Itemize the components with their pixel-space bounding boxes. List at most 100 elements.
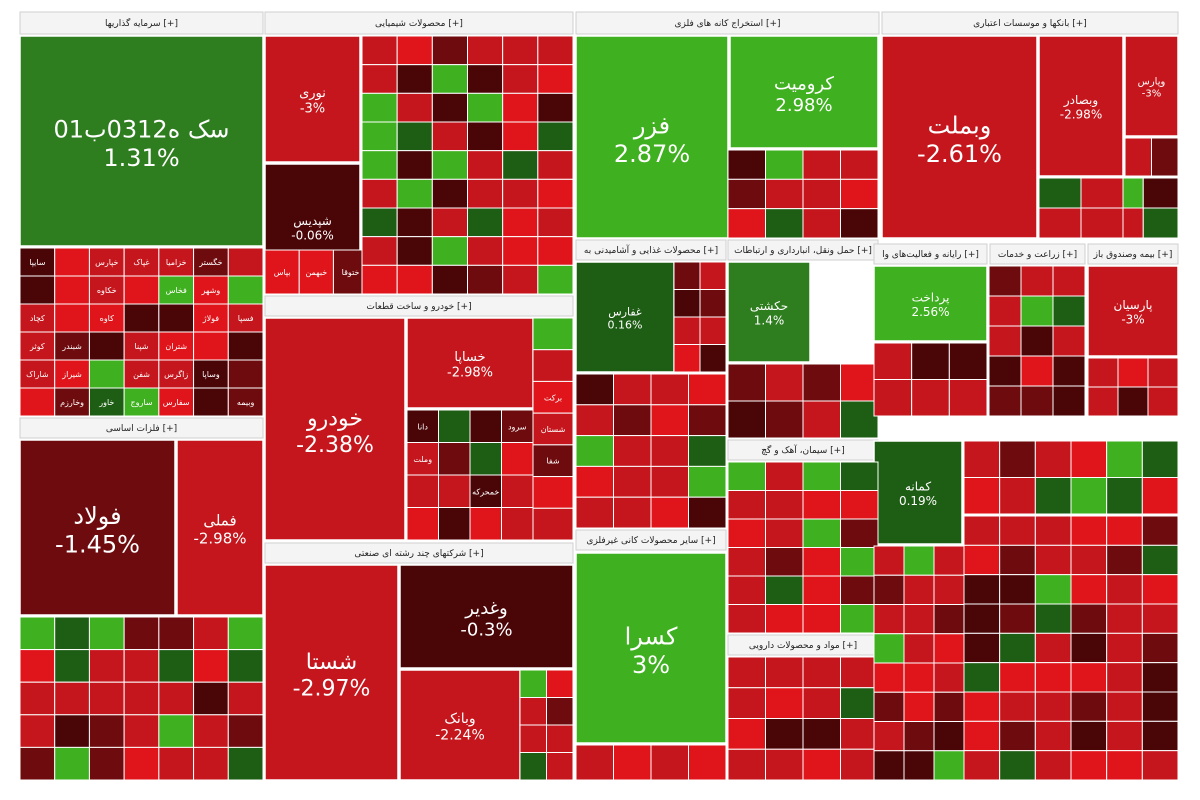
stock-tile-small[interactable] (501, 409, 534, 443)
stock-tile-small[interactable] (963, 603, 1001, 634)
stock-tile-small[interactable] (227, 331, 264, 361)
stock-tile-small[interactable] (963, 544, 1001, 576)
stock-tile-small[interactable] (88, 681, 125, 716)
stock-tile-small[interactable] (903, 604, 935, 635)
stock-tile-small[interactable] (1117, 386, 1149, 417)
stock-tile-small[interactable] (1070, 515, 1108, 546)
stock-tile-small[interactable] (999, 440, 1036, 478)
stock-tile-small[interactable] (840, 547, 879, 577)
stock-tile-small[interactable] (88, 387, 125, 417)
stock-tile-small[interactable] (802, 518, 841, 548)
stock-tile-small[interactable] (54, 387, 90, 417)
stock-tile-small[interactable] (840, 400, 879, 439)
stock-tile-small[interactable] (467, 264, 504, 295)
stock-tile-small[interactable] (1106, 691, 1143, 722)
stock-tile-small[interactable] (688, 373, 727, 406)
stock-tile-small[interactable] (988, 265, 1022, 297)
stock-tile-small[interactable] (873, 662, 905, 693)
sector-header[interactable] (19, 11, 264, 35)
stock-tile-small[interactable] (537, 64, 574, 94)
stock-tile-small[interactable] (650, 465, 689, 498)
stock-tile-small[interactable] (933, 721, 965, 752)
sector-header[interactable] (264, 11, 574, 35)
stock-tile-small[interactable] (54, 649, 90, 683)
stock-tile-small[interactable] (396, 121, 433, 152)
stock-tile-small[interactable] (765, 208, 804, 239)
stock-tile-small[interactable] (727, 718, 766, 750)
stock-tile-small[interactable] (158, 331, 195, 361)
stock-tile-small[interactable] (361, 121, 398, 152)
stock-tile-small[interactable] (1020, 295, 1054, 327)
stock-tile-small[interactable] (933, 604, 965, 635)
stock-tile-small[interactable] (227, 247, 264, 277)
stock-tile-small[interactable] (873, 721, 905, 752)
stock-tile-small[interactable] (1106, 515, 1143, 546)
stock-tile-small[interactable] (532, 412, 574, 446)
stock-tile-small[interactable] (537, 236, 574, 266)
stock-tile-small[interactable] (988, 295, 1022, 327)
stock-tile-small[interactable] (1141, 603, 1179, 634)
stock-tile-small[interactable] (54, 247, 90, 277)
stock-tile-small[interactable] (193, 649, 229, 683)
stock-tile-small[interactable] (802, 547, 841, 577)
stock-tile-small[interactable] (1052, 355, 1086, 387)
stock-tile-small[interactable] (88, 714, 125, 748)
stock-tile-small[interactable] (361, 64, 398, 94)
stock-tile-small[interactable] (963, 515, 1001, 546)
stock-tile-small[interactable] (1141, 750, 1179, 781)
stock-tile[interactable] (575, 35, 729, 239)
stock-tile-small[interactable] (431, 92, 469, 123)
stock-tile-small[interactable] (1141, 691, 1179, 722)
stock-tile-small[interactable] (802, 575, 841, 605)
stock-tile-small[interactable] (999, 750, 1036, 781)
stock-tile-small[interactable] (840, 461, 879, 491)
stock-tile-small[interactable] (933, 574, 965, 605)
stock-tile-small[interactable] (840, 748, 879, 781)
stock-tile-small[interactable] (802, 208, 841, 239)
stock-tile-small[interactable] (361, 35, 398, 66)
stock-tile-small[interactable] (613, 496, 652, 529)
stock-tile-small[interactable] (727, 547, 766, 577)
stock-tile-small[interactable] (911, 379, 950, 417)
stock-tile-small[interactable] (19, 714, 56, 748)
stock-tile-small[interactable] (88, 331, 125, 361)
stock-tile-small[interactable] (873, 379, 913, 417)
stock-tile-small[interactable] (361, 264, 398, 295)
stock-tile-small[interactable] (727, 461, 766, 491)
stock-tile-small[interactable] (158, 387, 195, 417)
stock-tile-small[interactable] (1070, 574, 1108, 605)
stock-tile-small[interactable] (19, 681, 56, 716)
stock-tile-small[interactable] (1034, 544, 1072, 576)
stock-tile[interactable] (1038, 35, 1124, 177)
stock-tile-small[interactable] (431, 64, 469, 94)
stock-tile-small[interactable] (765, 604, 804, 634)
stock-tile-small[interactable] (502, 264, 539, 295)
sector-header[interactable] (19, 417, 264, 439)
stock-tile-small[interactable] (948, 379, 988, 417)
stock-tile-small[interactable] (431, 178, 469, 209)
stock-tile-small[interactable] (54, 275, 90, 305)
stock-tile-small[interactable] (873, 574, 905, 605)
stock-tile-small[interactable] (361, 150, 398, 180)
stock-tile-small[interactable] (193, 681, 229, 716)
stock-tile-small[interactable] (765, 490, 804, 520)
sector-header[interactable] (575, 529, 727, 551)
stock-tile[interactable] (881, 35, 1038, 239)
stock-tile[interactable] (406, 317, 534, 409)
stock-tile[interactable] (264, 35, 361, 163)
stock-tile-small[interactable] (361, 178, 398, 209)
stock-tile-small[interactable] (933, 662, 965, 693)
stock-tile-small[interactable] (227, 616, 264, 651)
stock-tile-small[interactable] (840, 687, 879, 719)
stock-tile-small[interactable] (765, 656, 804, 689)
stock-tile-small[interactable] (227, 681, 264, 716)
stock-tile[interactable] (399, 564, 574, 669)
stock-tile-small[interactable] (1080, 207, 1124, 239)
stock-tile-small[interactable] (1106, 477, 1143, 515)
stock-tile[interactable] (1124, 35, 1179, 137)
stock-tile-small[interactable] (1141, 544, 1179, 576)
stock-tile-small[interactable] (158, 303, 195, 333)
stock-tile-small[interactable] (54, 714, 90, 748)
stock-tile-small[interactable] (1151, 137, 1179, 177)
stock-tile-small[interactable] (227, 359, 264, 389)
